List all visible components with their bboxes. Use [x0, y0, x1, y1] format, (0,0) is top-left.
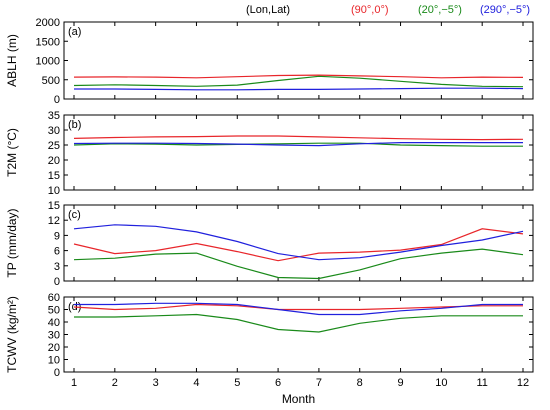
xtick-label: 8 — [357, 377, 363, 389]
legend-entry-90-0: (90°,0°) — [351, 4, 389, 16]
panel-3-ytick-label: 12 — [48, 215, 60, 227]
xtick-label: 12 — [517, 377, 529, 389]
panel-3-series-2-line — [73, 248, 524, 280]
panel-4-ylabel: TCWV (kg/m²) — [5, 296, 19, 373]
panel-2-ytick-label: 15 — [48, 170, 60, 182]
legend-header-label: (Lon,Lat) — [246, 4, 291, 16]
panel-4-ytick-label: 60 — [48, 292, 60, 304]
panel-1-ytick-label: 2000 — [36, 17, 60, 29]
panel-1-ytick-label: 1500 — [36, 36, 60, 48]
panel-4-frame — [63, 296, 534, 373]
panel-3-ylabel: TP (mm/day) — [5, 208, 19, 277]
panel-2-series-2-line — [73, 142, 523, 147]
panel-2-ylabel: T2M (°C) — [5, 128, 19, 177]
panel-1-series-3-line — [74, 87, 524, 91]
panel-4-ytick-label: 10 — [48, 355, 60, 367]
panel-2-ytick-label: 30 — [48, 125, 60, 137]
panel-2-ytick-label: 35 — [48, 110, 60, 122]
panel-3-ytick-label: 0 — [54, 276, 60, 288]
panel-4-series-1-line — [73, 303, 523, 311]
panel-1-ytick-label: 500 — [42, 75, 60, 87]
xtick-label: 11 — [476, 377, 487, 389]
panel-2-ytick-label: 10 — [48, 185, 60, 197]
panel-3-ytick-label: 9 — [54, 230, 60, 242]
legend-entry-290-m5: (290°,−5°) — [480, 4, 531, 16]
panel-2-tag: (b) — [68, 119, 81, 131]
panel-1-tag: (a) — [68, 26, 81, 38]
panel-4-ytick-label: 50 — [48, 305, 60, 317]
panel-3-tag: (c) — [68, 209, 81, 221]
panel-2-ytick-label: 20 — [48, 155, 60, 167]
xtick-label: 1 — [71, 377, 77, 389]
xtick-label: 6 — [275, 377, 281, 389]
panel-4-ytick-label: 20 — [48, 342, 60, 354]
legend-entry-20-m5: (20°,−5°) — [418, 4, 462, 16]
xtick-label: 2 — [112, 377, 118, 389]
panel-3-ytick-label: 15 — [48, 200, 60, 212]
panel-2-ytick-label: 25 — [48, 140, 60, 152]
panel-4-ytick-label: 0 — [54, 367, 60, 379]
panel-4-ytick-label: 30 — [48, 330, 60, 342]
panel-3-frame — [63, 204, 534, 282]
x-axis-label: Month — [282, 392, 315, 406]
panel-1-ytick-label: 0 — [54, 94, 60, 106]
panel-1-series-2-line — [73, 75, 524, 88]
panel-3-ytick-label: 6 — [54, 246, 60, 258]
xtick-label: 3 — [153, 377, 159, 389]
panel-4-series-3-line — [74, 302, 523, 316]
panel-4-series-2-line — [74, 313, 523, 333]
panel-3-series-3-line — [73, 224, 524, 261]
panel-2-series-1-line — [73, 135, 524, 141]
xtick-label: 5 — [234, 377, 240, 389]
panel-1-series-1-line — [73, 74, 524, 79]
panel-1-frame — [63, 21, 534, 100]
xtick-label: 9 — [397, 377, 403, 389]
panel-1-ytick-label: 1000 — [36, 56, 60, 68]
xtick-label: 4 — [193, 377, 199, 389]
panel-1-ylabel: ABLH (m) — [5, 34, 19, 87]
panel-3-ytick-label: 3 — [54, 261, 60, 273]
panel-2-frame — [63, 114, 534, 191]
xtick-label: 7 — [316, 377, 322, 389]
panel-4-ytick-label: 40 — [48, 317, 60, 329]
panel-2-series-3-line — [73, 142, 523, 147]
xtick-label: 10 — [435, 377, 447, 389]
